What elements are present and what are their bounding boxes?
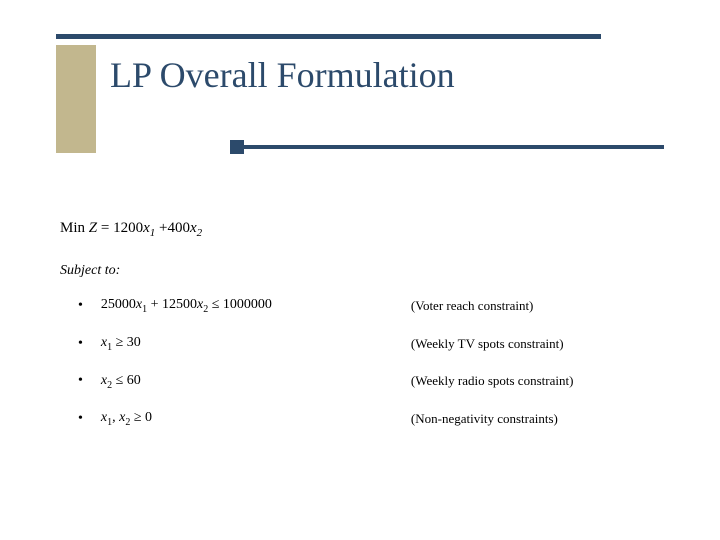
sub-rule-square xyxy=(230,140,244,154)
objective-variable: Z xyxy=(89,220,97,236)
constraint-formula: x1, x2 ≥ 0 xyxy=(101,410,411,428)
constraint-desc: (Voter reach constraint) xyxy=(411,298,533,314)
objective-expression: = 1200x1 +400x2 xyxy=(97,220,202,236)
constraint-desc: (Weekly TV spots constraint) xyxy=(411,336,564,352)
objective-prefix: Min xyxy=(60,220,89,236)
constraint-desc: (Weekly radio spots constraint) xyxy=(411,373,574,389)
sub-rule xyxy=(244,145,664,149)
content-region: Min Z = 1200x1 +400x2 Subject to: 25000x… xyxy=(60,220,680,448)
slide-title: LP Overall Formulation xyxy=(110,54,455,96)
constraint-formula: x1 ≥ 30 xyxy=(101,335,411,353)
constraint-row: x1 ≥ 30 (Weekly TV spots constraint) xyxy=(78,335,680,353)
objective-function: Min Z = 1200x1 +400x2 xyxy=(60,220,680,239)
accent-block xyxy=(56,45,96,153)
subject-to-label: Subject to: xyxy=(60,263,680,279)
constraint-row: x2 ≤ 60 (Weekly radio spots constraint) xyxy=(78,373,680,391)
constraint-formula: x2 ≤ 60 xyxy=(101,373,411,391)
constraint-row: x1, x2 ≥ 0 (Non-negativity constraints) xyxy=(78,410,680,428)
constraint-desc: (Non-negativity constraints) xyxy=(411,411,558,427)
constraint-formula: 25000x1 + 12500x2 ≤ 1000000 xyxy=(101,297,411,315)
top-rule xyxy=(56,34,601,39)
constraint-row: 25000x1 + 12500x2 ≤ 1000000 (Voter reach… xyxy=(78,297,680,315)
constraint-list: 25000x1 + 12500x2 ≤ 1000000 (Voter reach… xyxy=(60,297,680,428)
